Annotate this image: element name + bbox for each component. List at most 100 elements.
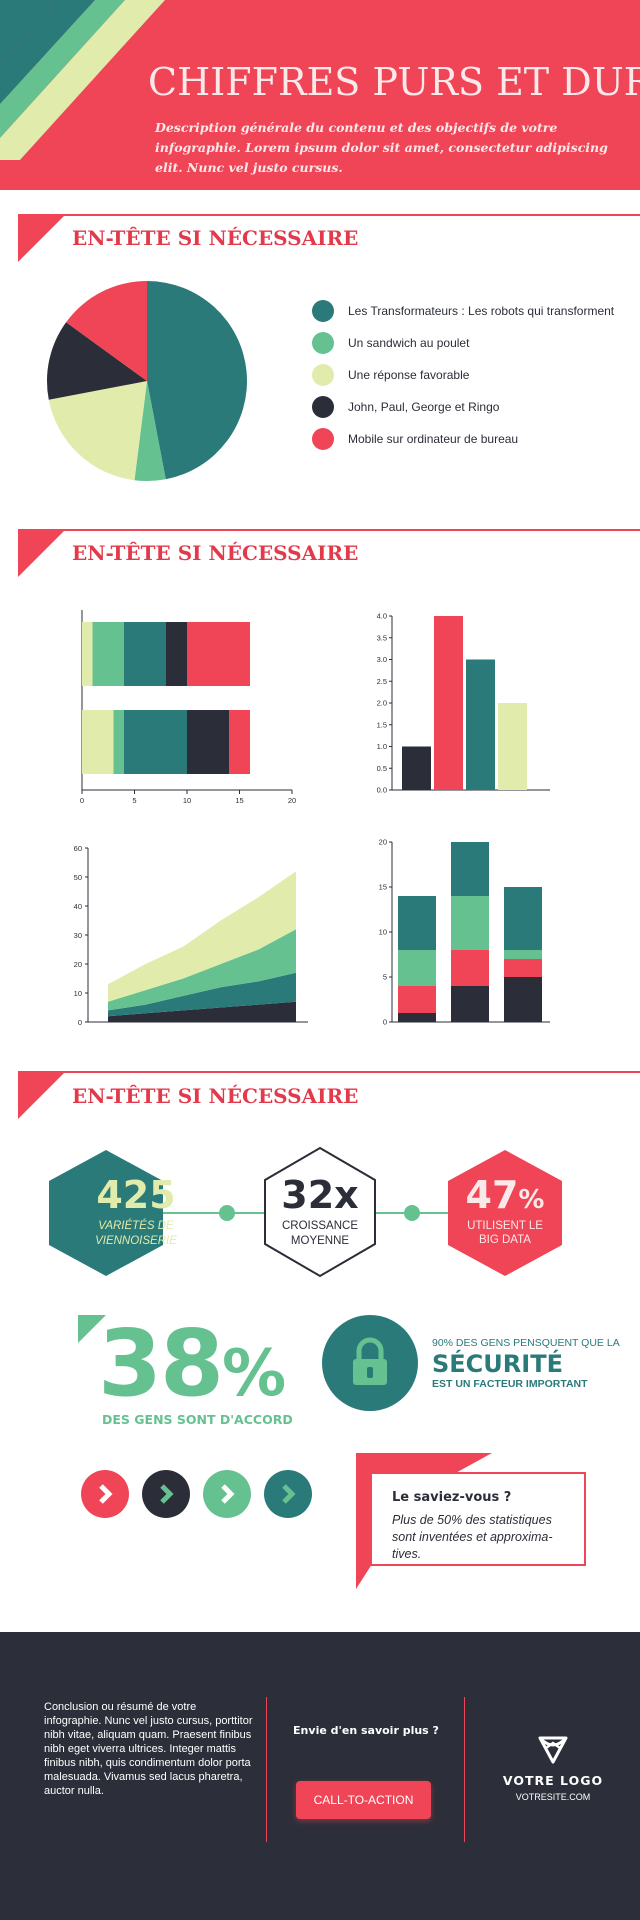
hexagon-stats: 425 VARIÉTÉS DE VIENNOISERIE 32x CROISSA… bbox=[49, 1146, 562, 1278]
hexagon-badge bbox=[264, 1146, 376, 1278]
footer: Conclusion ou résumé de votre infographi… bbox=[0, 1632, 640, 1920]
stat-label: MOYENNE bbox=[291, 1235, 349, 1247]
bar-segment bbox=[504, 950, 542, 959]
bar-segment bbox=[92, 622, 124, 686]
y-tick-label: 40 bbox=[74, 902, 82, 911]
y-tick-label: 2.5 bbox=[377, 677, 387, 686]
call-to-action-button[interactable]: CALL-TO-ACTION bbox=[296, 1781, 431, 1819]
footer-divider bbox=[464, 1697, 465, 1842]
arrow-button[interactable] bbox=[264, 1470, 312, 1518]
legend-label: John, Paul, George et Ringo bbox=[348, 400, 500, 414]
arrow-button[interactable] bbox=[203, 1470, 251, 1518]
bar bbox=[402, 746, 431, 790]
bar-segment bbox=[451, 950, 489, 986]
hexagon-badge bbox=[448, 1150, 562, 1276]
y-tick-label: 5 bbox=[383, 973, 387, 982]
bar-segment bbox=[398, 986, 436, 1013]
arrow-button[interactable] bbox=[81, 1470, 129, 1518]
footer-divider bbox=[266, 1697, 267, 1842]
pie-slice bbox=[47, 322, 147, 400]
bar-segment bbox=[166, 622, 187, 686]
y-tick-label: 50 bbox=[74, 873, 82, 882]
decorative-stripes bbox=[0, 0, 165, 160]
area-series bbox=[108, 871, 296, 1002]
section-title: EN-TÊTE SI NÉCESSAIRE bbox=[72, 1084, 359, 1108]
area-series bbox=[108, 972, 296, 1017]
x-tick-label: 20 bbox=[288, 796, 296, 804]
pie-slice bbox=[147, 281, 247, 480]
stat-number: 425 bbox=[96, 1173, 175, 1217]
bar bbox=[466, 659, 495, 790]
lock-icon bbox=[322, 1315, 418, 1411]
chevron-right-icon bbox=[221, 1484, 235, 1504]
security-text-line1: 90% DES GENS PENSQUENT QUE LA bbox=[432, 1337, 620, 1349]
bar-segment bbox=[124, 622, 166, 686]
horizontal-stacked-bar-chart: 0 5 10 15 20 bbox=[80, 610, 296, 804]
stat-label: CROISSANCE bbox=[282, 1220, 358, 1232]
x-tick-label: 15 bbox=[235, 796, 243, 804]
legend-swatch bbox=[312, 300, 334, 322]
bar-segment bbox=[504, 977, 542, 1022]
arrow-button[interactable] bbox=[142, 1470, 190, 1518]
stacked-area-chart: 0 10 20 30 40 50 60 bbox=[74, 844, 308, 1027]
bar-segment bbox=[124, 710, 187, 774]
area-series bbox=[108, 929, 296, 1011]
legend-swatch bbox=[312, 364, 334, 386]
y-tick-label: 4.0 bbox=[377, 612, 387, 621]
footer-website: VOTRESITE.COM bbox=[515, 1792, 591, 1802]
section-divider bbox=[18, 214, 640, 216]
stat-number: 32x bbox=[281, 1173, 358, 1217]
stat-label: UTILISENT LE bbox=[467, 1220, 543, 1232]
stat-label: VARIÉTÉS DE bbox=[98, 1219, 174, 1232]
y-tick-label: 15 bbox=[379, 883, 387, 892]
bar-segment bbox=[398, 896, 436, 950]
bar-segment bbox=[82, 710, 114, 774]
y-tick-label: 3.5 bbox=[377, 633, 387, 642]
y-tick-label: 2.0 bbox=[377, 699, 387, 708]
legend-label: Mobile sur ordinateur de bureau bbox=[348, 432, 519, 446]
y-tick-label: 0 bbox=[78, 1018, 82, 1027]
pie-slice bbox=[134, 381, 166, 481]
stat-label: BIG DATA bbox=[479, 1234, 531, 1246]
section-flag-icon bbox=[18, 214, 66, 262]
vertical-bar-chart: 0.0 0.5 1.0 1.5 2.0 2.5 3.0 3.5 4.0 bbox=[377, 612, 550, 795]
callout-title: Le saviez-vous ? bbox=[392, 1490, 512, 1505]
agree-stat-number: 38% bbox=[98, 1310, 286, 1417]
y-tick-label: 20 bbox=[74, 960, 82, 969]
callout-body: Plus de 50% des statistiques sont invent… bbox=[392, 1513, 553, 1561]
stat-number: 47% bbox=[466, 1173, 545, 1217]
legend-item: Les Transformateurs : Les robots qui tra… bbox=[312, 299, 614, 323]
y-tick-label: 1.0 bbox=[377, 742, 387, 751]
pie-chart bbox=[47, 281, 247, 481]
x-tick-label: 10 bbox=[183, 796, 191, 804]
pie-slice bbox=[66, 281, 147, 381]
bar-segment bbox=[82, 622, 93, 686]
legend-item: Une réponse favorable bbox=[312, 363, 469, 387]
page-title: CHIFFRES PURS ET DURS bbox=[148, 60, 640, 104]
y-tick-label: 3.0 bbox=[377, 655, 387, 664]
bar bbox=[434, 616, 463, 790]
legend-swatch bbox=[312, 428, 334, 450]
legend-item: Mobile sur ordinateur de bureau bbox=[312, 427, 518, 451]
chevron-right-icon bbox=[99, 1484, 113, 1504]
legend-item: John, Paul, George et Ringo bbox=[312, 395, 499, 419]
y-tick-label: 10 bbox=[379, 928, 387, 937]
y-tick-label: 0.5 bbox=[377, 764, 387, 773]
section-divider bbox=[18, 529, 640, 531]
bar bbox=[498, 703, 527, 790]
section-title: EN-TÊTE SI NÉCESSAIRE bbox=[72, 226, 359, 250]
hexagon-badge bbox=[49, 1150, 163, 1276]
legend-swatch bbox=[312, 332, 334, 354]
bar-segment bbox=[451, 896, 489, 950]
callout-flag-icon bbox=[356, 1453, 492, 1589]
bar-segment bbox=[398, 1013, 436, 1022]
bar-segment bbox=[504, 959, 542, 977]
security-text-line3: EST UN FACTEUR IMPORTANT bbox=[432, 1378, 588, 1390]
chevron-right-icon bbox=[282, 1484, 296, 1504]
bar-segment bbox=[187, 622, 250, 686]
y-tick-label: 60 bbox=[74, 844, 82, 853]
legend-label: Une réponse favorable bbox=[348, 368, 470, 382]
header-banner: CHIFFRES PURS ET DURS Description généra… bbox=[0, 0, 640, 190]
y-tick-label: 0 bbox=[383, 1018, 387, 1027]
x-tick-label: 5 bbox=[132, 796, 136, 804]
